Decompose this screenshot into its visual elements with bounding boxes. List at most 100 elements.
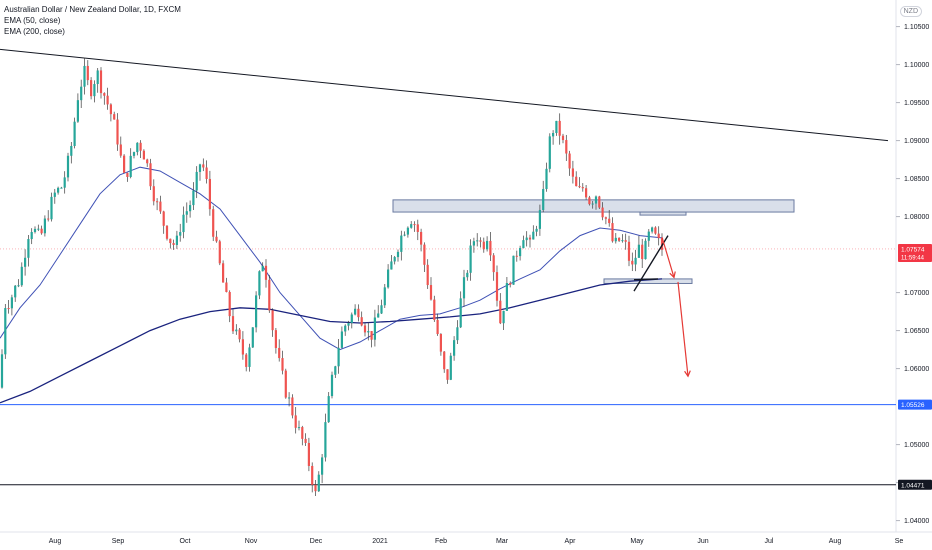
price-label-0: 1.07574 — [901, 246, 925, 253]
candle-body — [172, 243, 175, 245]
price-label-bg-2 — [898, 479, 932, 490]
candle-body — [314, 484, 317, 492]
candle-body — [469, 245, 472, 273]
candle-body — [47, 218, 50, 220]
candle-body — [57, 187, 60, 193]
price-axis[interactable]: 1.10500 1.10000 1.09500 1.09000 1.08500 1.080… — [896, 24, 932, 525]
candle-body — [142, 150, 145, 160]
candle-body — [456, 327, 459, 341]
candle-body — [515, 255, 518, 257]
candle-body — [509, 283, 512, 285]
candle-body — [657, 233, 660, 239]
ema50-label[interactable]: EMA (50, close) — [4, 16, 61, 25]
candle-body — [519, 248, 522, 257]
y-tick-label: 1.08000 — [904, 214, 929, 221]
candle-body — [152, 186, 155, 202]
candle-body — [443, 351, 446, 370]
candle-body — [334, 366, 337, 375]
price-label-2: 1.04471 — [901, 482, 925, 489]
candle-body — [387, 269, 390, 288]
candle-body — [294, 415, 297, 428]
candle-body — [462, 277, 466, 299]
candle-body — [139, 142, 142, 151]
candle-body — [258, 271, 261, 296]
candle-body — [198, 164, 202, 172]
candle-body — [413, 224, 416, 226]
price-countdown: 11:59:44 — [901, 255, 925, 261]
candle-body — [347, 323, 350, 326]
candle-body — [165, 225, 169, 239]
chart-legend: Australian Dollar / New Zealand Dollar, … — [4, 4, 181, 37]
candle-body — [344, 325, 347, 332]
candle-body — [304, 438, 307, 443]
candle-body — [208, 178, 211, 210]
candle-body — [159, 201, 162, 212]
candle-body — [245, 354, 248, 367]
candle-body — [179, 232, 182, 236]
candle-body — [627, 241, 631, 261]
time-axis[interactable]: Aug Sep Oct Nov Dec 2021 Feb Mar Apr May Jun Jul Aug… — [49, 538, 904, 545]
candle-body — [136, 142, 139, 153]
candle-body — [83, 65, 86, 87]
candle-body — [528, 237, 532, 240]
candle-body — [268, 279, 271, 311]
candle-body — [189, 205, 192, 212]
candle-body — [532, 231, 535, 240]
x-tick-label: Sep — [112, 538, 125, 545]
price-label-1: 1.05526 — [901, 402, 925, 409]
candle-body — [621, 240, 624, 242]
ema50-line — [0, 166, 663, 351]
candle-body — [558, 120, 561, 136]
x-tick-label: Nov — [245, 538, 258, 545]
candle-body — [499, 300, 502, 324]
wedge-line-1 — [633, 278, 659, 281]
candle-body — [604, 217, 607, 219]
y-tick-label: 1.04000 — [904, 518, 929, 525]
candle-body — [317, 474, 320, 492]
candle-body — [215, 236, 218, 242]
candle-body — [116, 119, 119, 145]
x-tick-label: May — [630, 538, 644, 545]
arrow-head-1 — [684, 370, 691, 378]
x-tick-label: 2021 — [372, 538, 388, 545]
candle-body — [575, 176, 578, 187]
y-tick-label: 1.09000 — [904, 138, 929, 145]
candle-body — [324, 422, 327, 458]
candle-body — [330, 374, 334, 397]
x-tick-label: Mar — [496, 538, 509, 545]
candle-body — [70, 145, 73, 156]
currency-badge[interactable]: NZD — [899, 6, 922, 17]
candle-body — [502, 310, 505, 324]
candle-body — [486, 240, 489, 250]
candle-body — [321, 457, 324, 475]
ema200-label[interactable]: EMA (200, close) — [4, 27, 65, 36]
candle-body — [119, 144, 122, 156]
candle-body — [350, 314, 353, 324]
candle-body — [241, 339, 244, 355]
candle-body — [651, 227, 654, 232]
candle-body — [446, 369, 449, 380]
candle-body — [476, 240, 479, 242]
candle-body — [50, 196, 53, 220]
candle-body — [33, 228, 37, 232]
candle-body — [614, 237, 617, 242]
candle-body — [274, 330, 277, 348]
candle-body — [255, 295, 258, 328]
x-tick-label: Aug — [49, 538, 62, 545]
candle-body — [637, 244, 640, 258]
candle-body — [591, 203, 594, 205]
y-tick-label: 1.07000 — [904, 290, 929, 297]
candle-body — [618, 237, 621, 241]
ema200-line — [0, 278, 663, 404]
candle-body — [288, 397, 291, 399]
candle-body — [90, 80, 93, 97]
candle-body — [14, 285, 17, 298]
candle-body — [548, 136, 551, 169]
candle-body — [403, 234, 406, 236]
candle-body — [10, 297, 13, 309]
candle-body — [113, 114, 116, 120]
candle-body — [568, 153, 571, 169]
candle-body — [466, 272, 469, 278]
